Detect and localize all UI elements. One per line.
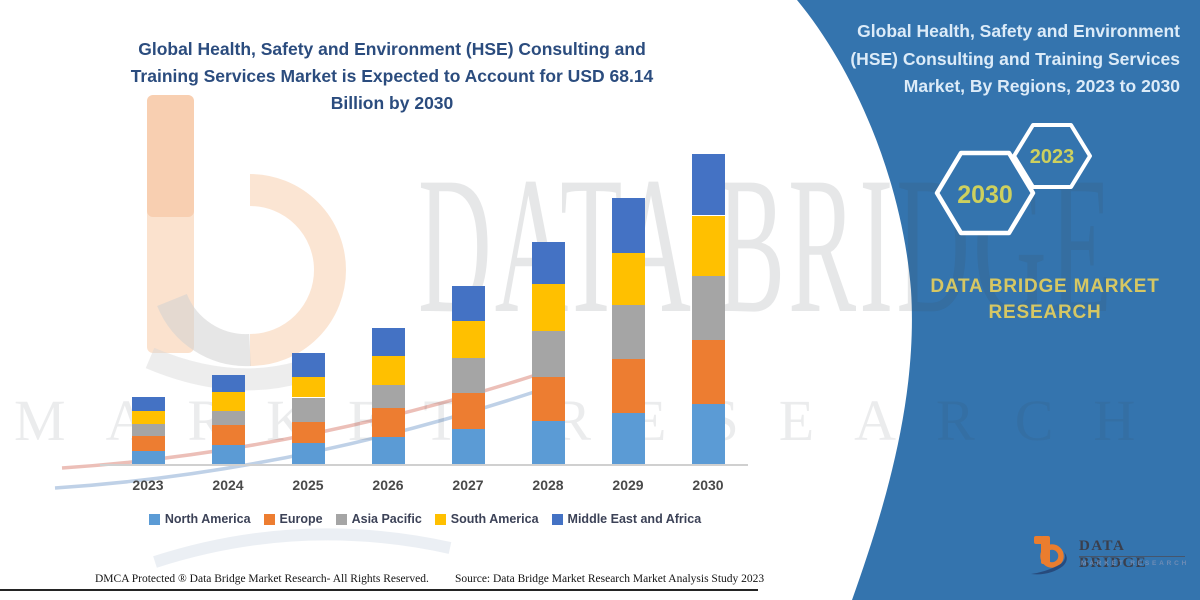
- bar-segment-2024-north-america: [211, 444, 245, 464]
- bar-segment-2028-asia-pacific: [531, 330, 565, 377]
- bar-segment-2026-middle-east-and-africa: [371, 328, 405, 357]
- x-axis-label-2023: 2023: [132, 477, 164, 493]
- bar-chart-plot-area: 2023 2024 2025 2026 2027 2028 2029 2030: [131, 154, 725, 493]
- legend-swatch-europe: [263, 513, 275, 525]
- logo-b-hook: [1034, 536, 1043, 544]
- bar-segment-2023-europe: [131, 435, 165, 451]
- legend-label-asia-pacific: Asia Pacific: [351, 512, 422, 526]
- bar-segment-2023-asia-pacific: [131, 424, 165, 436]
- legend-item-europe: Europe: [263, 512, 323, 526]
- legend-item-north-america: North America: [148, 512, 251, 526]
- bar-segment-2027-europe: [451, 393, 485, 429]
- bar-segment-2027-south-america: [451, 321, 485, 358]
- footer-dmca-text: DMCA Protected ® Data Bridge Market Rese…: [95, 573, 429, 585]
- bar-segment-2030-north-america: [691, 403, 725, 464]
- bar-segment-2030-asia-pacific: [691, 275, 725, 340]
- bar-segment-2027-north-america: [451, 429, 485, 464]
- x-axis-label-2030: 2030: [692, 477, 724, 493]
- legend-item-asia-pacific: Asia Pacific: [335, 512, 422, 526]
- legend-swatch-middle-east-and-africa: [551, 513, 563, 525]
- footer-source-text: Source: Data Bridge Market Research Mark…: [455, 573, 765, 585]
- bar-segment-2024-europe: [211, 424, 245, 445]
- bar-segment-2025-middle-east-and-africa: [291, 353, 325, 377]
- bar-segment-2028-middle-east-and-africa: [531, 242, 565, 284]
- right-panel-shape: [797, 0, 1200, 600]
- chart-title: Global Health, Safety and Environment (H…: [130, 39, 654, 114]
- dbmr-logo: DATA BRIDGE MARKET RESEARCH: [1030, 531, 1192, 581]
- bar-segment-2025-south-america: [291, 376, 325, 398]
- bar-segment-2029-europe: [611, 358, 645, 413]
- legend-label-north-america: North America: [164, 512, 251, 526]
- bar-segment-2024-south-america: [211, 392, 245, 411]
- hexagon-2030-label: 2030: [957, 181, 1013, 209]
- bar-segment-2025-north-america: [291, 443, 325, 464]
- bar-segment-2023-north-america: [131, 450, 165, 464]
- bar-segment-2023-south-america: [131, 410, 165, 424]
- bar-segment-2026-north-america: [371, 437, 405, 464]
- x-axis-line: [100, 464, 748, 466]
- dbmr-logo-tagline: MARKET RESEARCH: [1081, 560, 1190, 567]
- dbmr-logo-icon: [1031, 536, 1067, 575]
- legend-label-europe: Europe: [279, 512, 323, 526]
- legend-label-middle-east-and-africa: Middle East and Africa: [567, 512, 702, 526]
- x-axis-label-2024: 2024: [212, 477, 244, 493]
- x-axis-label-2025: 2025: [292, 477, 324, 493]
- bar-segment-2024-middle-east-and-africa: [211, 375, 245, 393]
- bar-segment-2025-europe: [291, 422, 325, 443]
- bar-segment-2027-middle-east-and-africa: [451, 286, 485, 322]
- legend-item-south-america: South America: [434, 512, 539, 526]
- panel-brand-text: DATA BRIDGE MARKET RESEARCH: [930, 276, 1160, 323]
- x-axis-label-2029: 2029: [612, 477, 644, 493]
- bar-segment-2029-south-america: [611, 252, 645, 305]
- legend-swatch-south-america: [434, 513, 446, 525]
- bar-segment-2026-europe: [371, 408, 405, 438]
- logo-swoosh: [1031, 552, 1067, 575]
- bar-segment-2028-south-america: [531, 283, 565, 331]
- bar-segment-2029-middle-east-and-africa: [611, 197, 645, 253]
- x-axis-label-2027: 2027: [452, 477, 484, 493]
- logo-b-bowl: [1040, 544, 1064, 568]
- legend-swatch-north-america: [148, 513, 160, 525]
- bar-segment-2024-asia-pacific: [211, 410, 245, 425]
- dbmr-logo-name: DATA BRIDGE: [1079, 538, 1148, 571]
- x-axis-label-2026: 2026: [372, 477, 404, 493]
- bar-segment-2029-north-america: [611, 413, 645, 464]
- footer-divider-line: [0, 589, 758, 591]
- bar-segment-2030-south-america: [691, 215, 725, 276]
- bar-segment-2027-asia-pacific: [451, 358, 485, 393]
- hexagon-2023-label: 2023: [1029, 146, 1075, 168]
- bar-segment-2023-middle-east-and-africa: [131, 396, 165, 411]
- bar-segment-2026-asia-pacific: [371, 385, 405, 409]
- bar-segment-2028-north-america: [531, 420, 565, 464]
- bar-segment-2028-europe: [531, 376, 565, 421]
- x-axis-label-2028: 2028: [532, 477, 564, 493]
- dbmr-logo-rule: [1079, 556, 1185, 557]
- bar-segment-2030-europe: [691, 339, 725, 404]
- bar-segment-2026-south-america: [371, 356, 405, 386]
- legend-item-middle-east-and-africa: Middle East and Africa: [551, 512, 702, 526]
- bar-segment-2029-asia-pacific: [611, 304, 645, 359]
- legend-label-south-america: South America: [450, 512, 539, 526]
- bar-segment-2030-middle-east-and-africa: [691, 154, 725, 216]
- chart-legend: North America Europe Asia Pacific South Ame…: [95, 512, 755, 526]
- bar-segment-2025-asia-pacific: [291, 397, 325, 423]
- legend-swatch-asia-pacific: [335, 513, 347, 525]
- right-panel-title: Global Health, Safety and Environment (H…: [850, 21, 1180, 97]
